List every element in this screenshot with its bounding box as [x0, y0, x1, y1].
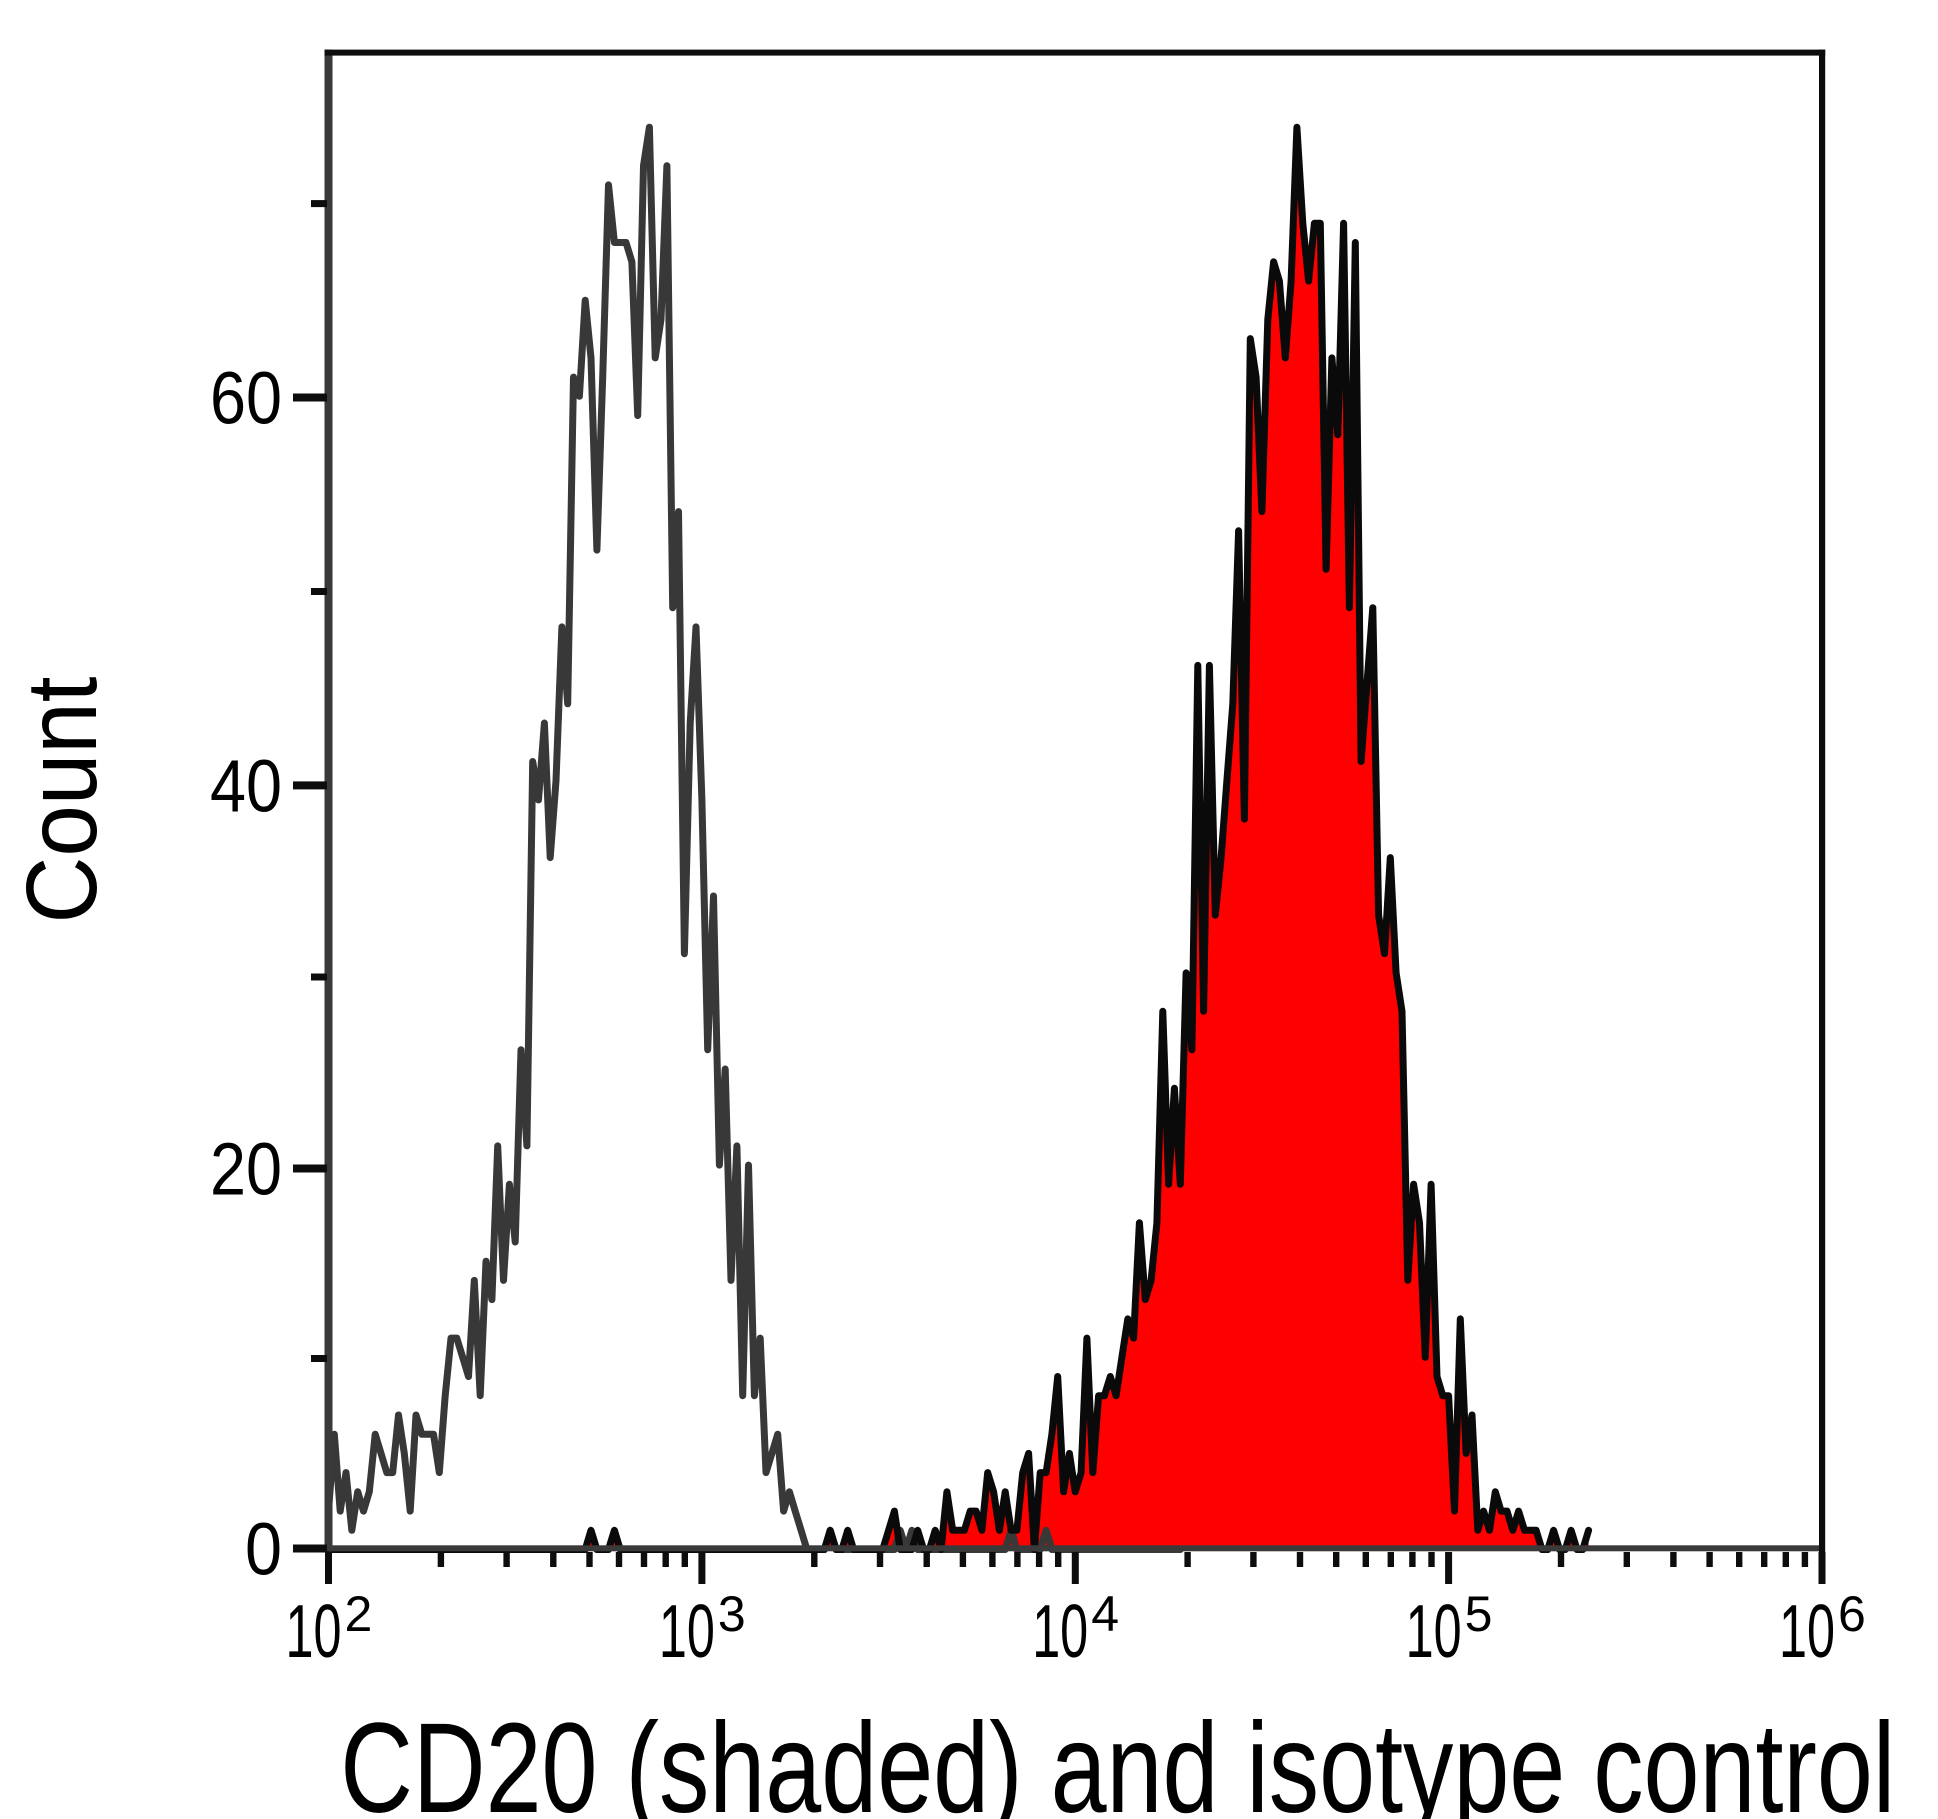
svg-text:2: 2	[345, 1586, 373, 1642]
svg-text:Count: Count	[6, 676, 118, 923]
svg-text:5: 5	[1465, 1586, 1493, 1642]
svg-text:6: 6	[1838, 1586, 1866, 1642]
svg-text:10: 10	[1406, 1589, 1462, 1673]
svg-text:20: 20	[210, 1128, 282, 1211]
svg-text:4: 4	[1091, 1586, 1119, 1642]
svg-text:3: 3	[718, 1586, 746, 1642]
svg-text:0: 0	[245, 1508, 282, 1591]
svg-text:10: 10	[286, 1589, 342, 1673]
svg-text:60: 60	[210, 357, 282, 440]
svg-text:10: 10	[1032, 1589, 1088, 1673]
svg-text:CD20 (shaded) and isotype cont: CD20 (shaded) and isotype control	[340, 1697, 1895, 1819]
svg-text:40: 40	[210, 744, 282, 827]
svg-text:10: 10	[1779, 1589, 1835, 1673]
svg-text:10: 10	[659, 1589, 715, 1673]
